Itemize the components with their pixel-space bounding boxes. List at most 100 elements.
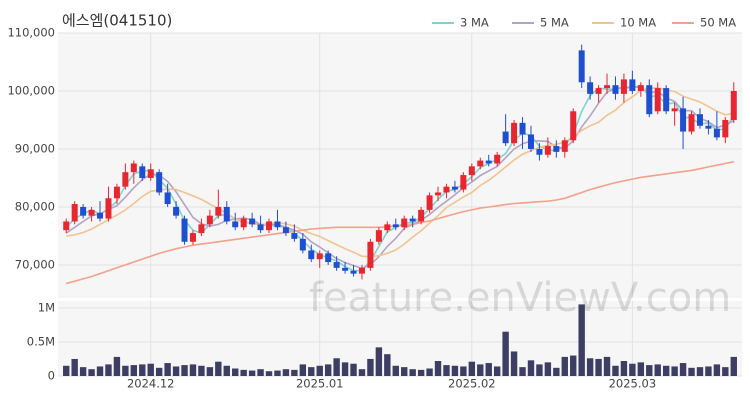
candle-body <box>156 172 163 193</box>
candle-body <box>189 233 196 242</box>
volume-bar <box>519 367 526 376</box>
candle-body <box>511 122 518 144</box>
volume-bar <box>553 367 560 376</box>
y-tick-label: 70,000 <box>15 257 55 271</box>
volume-bar <box>468 361 476 376</box>
volume-bar <box>215 361 222 376</box>
volume-bar <box>265 371 273 376</box>
candle-body <box>519 122 526 135</box>
candle-body <box>536 148 543 155</box>
volume-bar <box>139 364 146 376</box>
candle-body <box>113 186 120 199</box>
volume-bar <box>63 365 70 376</box>
candle-body <box>181 218 188 242</box>
candle-body <box>730 90 737 120</box>
legend-label: 5 MA <box>540 16 569 30</box>
candle-body <box>646 85 653 115</box>
candle-body <box>206 215 213 225</box>
volume-bar <box>367 358 374 376</box>
price-panel <box>58 33 742 298</box>
candle-body <box>620 79 627 94</box>
volume-bar <box>722 367 729 376</box>
volume-bar <box>375 347 383 376</box>
volume-bar <box>122 365 129 376</box>
volume-bar <box>147 363 154 376</box>
candle-body <box>578 50 585 83</box>
volume-bar <box>308 367 315 376</box>
volume-bar <box>713 364 721 376</box>
volume-bar <box>401 367 408 376</box>
candle-body <box>696 114 703 126</box>
volume-bar <box>417 369 425 376</box>
volume-bar <box>544 362 552 376</box>
volume-bar <box>510 351 518 376</box>
candle-body <box>561 140 568 152</box>
volume-bar <box>409 369 416 376</box>
candle-body <box>629 79 636 91</box>
volume-bar <box>223 365 230 376</box>
candle-body <box>63 221 70 231</box>
volume-panel <box>58 301 742 376</box>
candle-body <box>612 85 619 94</box>
volume-bar <box>671 366 678 376</box>
ma-line <box>66 87 734 258</box>
volume-bar <box>637 362 645 376</box>
x-tick-label: 2024.12 <box>127 377 175 391</box>
volume-bar <box>96 366 104 376</box>
candle-body <box>97 212 104 219</box>
volume-bar <box>477 364 484 376</box>
volume-bar <box>696 367 704 376</box>
volume-bar <box>460 366 467 376</box>
candle-body <box>266 221 273 231</box>
candle-body <box>502 131 509 144</box>
y-tick-label: 0.5M <box>27 334 55 348</box>
candle-body <box>409 218 416 222</box>
volume-bar <box>299 364 307 376</box>
volume-bar <box>130 365 138 376</box>
candle-body <box>122 172 129 187</box>
candle-body <box>680 108 687 132</box>
volume-bar <box>603 356 611 376</box>
volume-bar <box>688 367 695 376</box>
volume-bar <box>527 360 535 376</box>
candle-body <box>249 218 256 225</box>
candle-body <box>722 119 729 138</box>
volume-bar <box>679 363 687 376</box>
volume-bar <box>570 355 577 376</box>
volume-bar <box>654 364 661 376</box>
candle-body <box>451 186 458 190</box>
candle-body <box>367 241 374 268</box>
candle-body <box>325 253 332 263</box>
volume-bar <box>536 364 543 376</box>
volume-bar <box>316 365 323 376</box>
candle-body <box>671 108 678 112</box>
volume-bar <box>451 365 459 376</box>
candle-body <box>637 85 644 91</box>
candle-body <box>595 88 602 94</box>
candle-body <box>418 209 425 222</box>
candle-body <box>527 134 534 149</box>
candle-body <box>705 125 712 129</box>
candle-body <box>544 146 551 155</box>
candle-body <box>654 88 661 112</box>
candle-body <box>232 221 239 228</box>
candle-body <box>485 160 492 164</box>
volume-bar <box>274 370 281 376</box>
candle-body <box>477 160 484 167</box>
candle-body <box>604 85 611 89</box>
volume-bar <box>88 369 95 376</box>
x-tick-label: 2025.01 <box>296 377 344 391</box>
candle-body <box>713 128 720 138</box>
volume-bar <box>485 363 492 376</box>
volume-bar <box>206 367 214 376</box>
volume-bar <box>586 358 594 376</box>
candle-body <box>105 198 112 219</box>
x-tick-label: 2025.03 <box>609 377 657 391</box>
volume-bar <box>248 370 256 376</box>
volume-bar <box>629 363 636 376</box>
candle-body <box>375 230 382 242</box>
volume-bar <box>392 365 399 376</box>
candle-body <box>460 175 467 190</box>
volume-bar <box>595 358 602 376</box>
candle-body <box>570 111 577 141</box>
